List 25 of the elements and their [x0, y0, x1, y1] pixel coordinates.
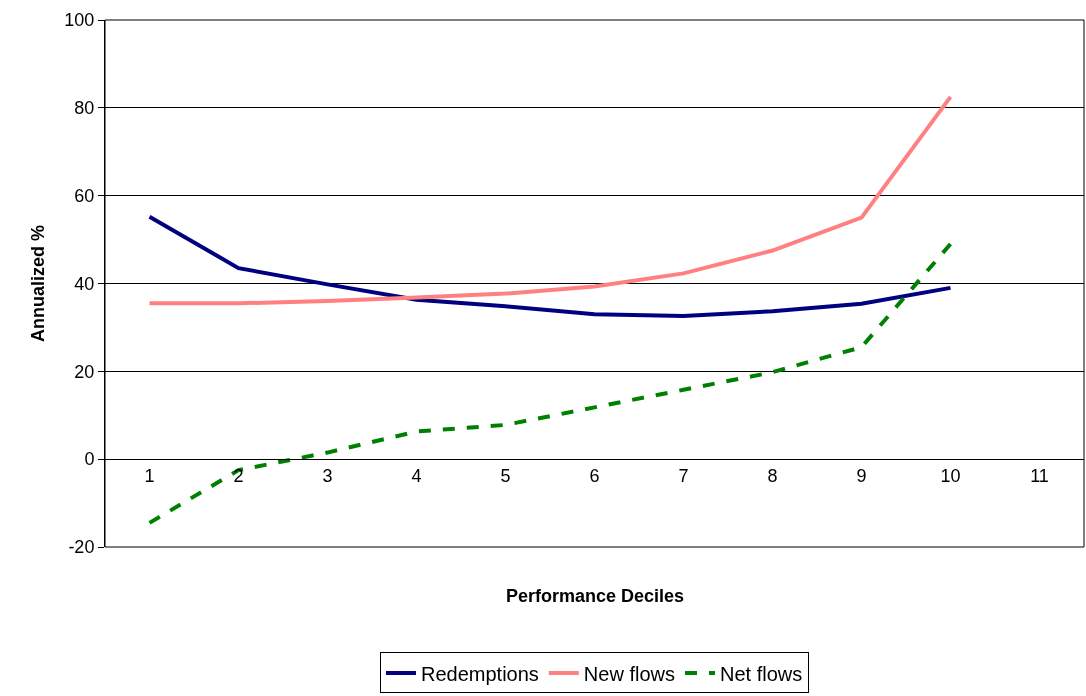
- x-tick-label: 1: [144, 465, 155, 486]
- x-tick-label: 11: [1030, 465, 1049, 486]
- y-tick-label: 0: [84, 449, 95, 470]
- line-series: [147, 214, 953, 318]
- y-tick-label: 100: [64, 10, 95, 31]
- line-series: [147, 94, 953, 306]
- y-tick-label: -20: [68, 537, 95, 558]
- x-axis-title: Performance Deciles: [506, 586, 685, 606]
- y-tick-label: 80: [74, 98, 95, 119]
- x-tick-label: 3: [322, 465, 333, 486]
- x-tick-label: 6: [589, 465, 600, 486]
- y-tick-label: 40: [74, 273, 95, 294]
- y-tick-label: 60: [74, 185, 95, 206]
- x-tick-label: 2: [233, 465, 244, 486]
- legend-label: New flows: [583, 662, 675, 685]
- x-tick-label: 4: [411, 465, 422, 486]
- x-tick-label: 7: [678, 465, 689, 486]
- x-tick-label: 8: [767, 465, 778, 486]
- x-tick-label: 10: [940, 465, 961, 486]
- y-axis-title: Annualized %: [27, 224, 48, 343]
- x-tick-label: 9: [856, 465, 867, 486]
- y-tick-label: 20: [74, 361, 95, 382]
- legend-label: Redemptions: [421, 662, 539, 685]
- x-tick-label: 5: [500, 465, 511, 486]
- legend-label: Net flows: [719, 662, 803, 685]
